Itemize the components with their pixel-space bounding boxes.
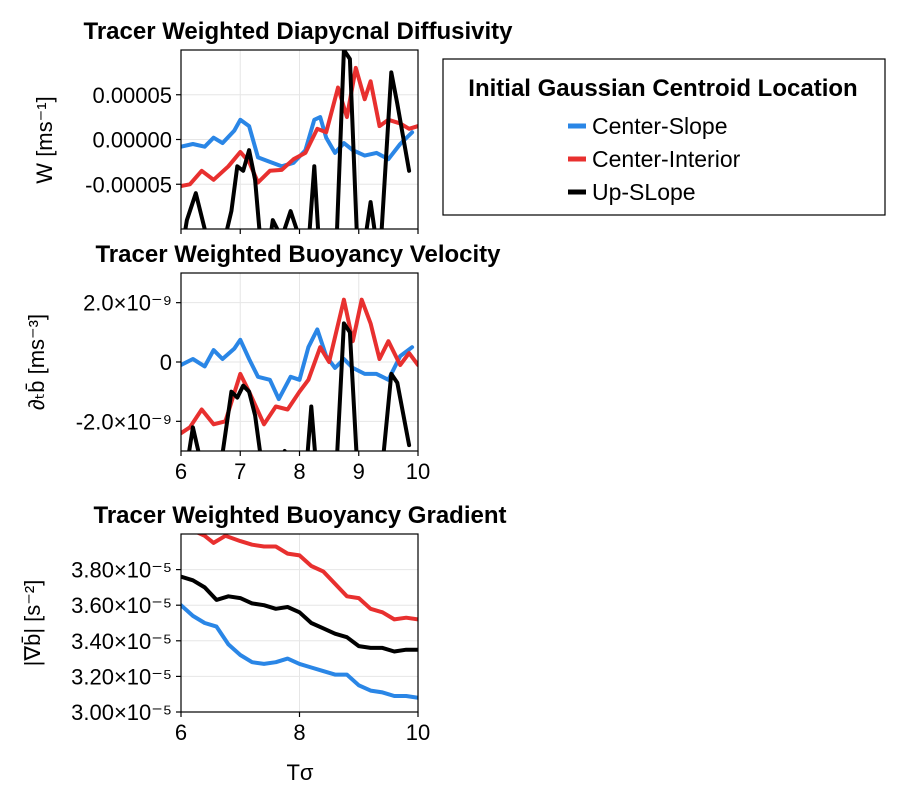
- series-line-center-interior: [181, 297, 418, 436]
- x-tick-label: 9: [353, 459, 365, 484]
- series-line-center-interior: [195, 534, 418, 622]
- series-line-center-slope: [181, 603, 418, 700]
- series-line-center-interior: [181, 65, 418, 188]
- x-tick-label: 6: [175, 720, 187, 745]
- x-tick-label: 6: [175, 459, 187, 484]
- panel-buoyancy-velocity: Tracer Weighted Buoyancy Velocity -2.0×1…: [24, 241, 501, 484]
- legend-label: Center-Slope: [592, 113, 728, 139]
- y-tick-label: 3.40×10⁻⁵: [71, 629, 172, 654]
- panel-title: Tracer Weighted Buoyancy Gradient: [93, 502, 506, 529]
- y-tick-label: 0.00000: [92, 128, 172, 153]
- x-tick-label: 8: [293, 459, 305, 484]
- panel-title: Tracer Weighted Diapycnal Diffusivity: [83, 18, 513, 45]
- y-tick-label: -0.00005: [85, 172, 172, 197]
- y-axis-label: |∇b̄| [s⁻²]: [20, 580, 45, 667]
- y-tick-label: 0: [160, 350, 172, 375]
- panel-title: Tracer Weighted Buoyancy Velocity: [95, 241, 501, 268]
- y-tick-label: -2.0×10⁻⁹: [76, 409, 172, 434]
- x-tick-label: 10: [406, 459, 430, 484]
- y-tick-label: 3.00×10⁻⁵: [71, 700, 172, 725]
- legend-label: Up-SLope: [592, 179, 696, 205]
- legend-frame: [442, 58, 886, 216]
- y-tick-label: 3.20×10⁻⁵: [71, 664, 172, 689]
- series-line-center-slope: [181, 327, 415, 402]
- y-tick-label: 3.80×10⁻⁵: [71, 558, 172, 583]
- panel-buoyancy-gradient: Tracer Weighted Buoyancy Gradient 3.00×1…: [20, 502, 507, 785]
- legend-title: Initial Gaussian Centroid Location: [468, 75, 857, 102]
- x-axis-label: Tσ: [286, 760, 313, 785]
- panel-diapycnal-diffusivity: Tracer Weighted Diapycnal Diffusivity -0…: [32, 18, 513, 234]
- series-line-up-slope: [181, 574, 418, 654]
- x-tick-label: 7: [234, 459, 246, 484]
- x-tick-label: 10: [406, 720, 430, 745]
- y-tick-label: 3.60×10⁻⁵: [71, 593, 172, 618]
- y-axis-label: W [ms⁻¹]: [32, 96, 57, 183]
- x-tick-label: 8: [293, 720, 305, 745]
- legend: Initial Gaussian Centroid Location Cente…: [442, 58, 886, 216]
- y-tick-label: 2.0×10⁻⁹: [83, 291, 172, 316]
- y-axis-label: ∂ₜb̄ [ms⁻³]: [24, 314, 49, 410]
- legend-label: Center-Interior: [592, 146, 741, 172]
- y-tick-label: 0.00005: [92, 83, 172, 108]
